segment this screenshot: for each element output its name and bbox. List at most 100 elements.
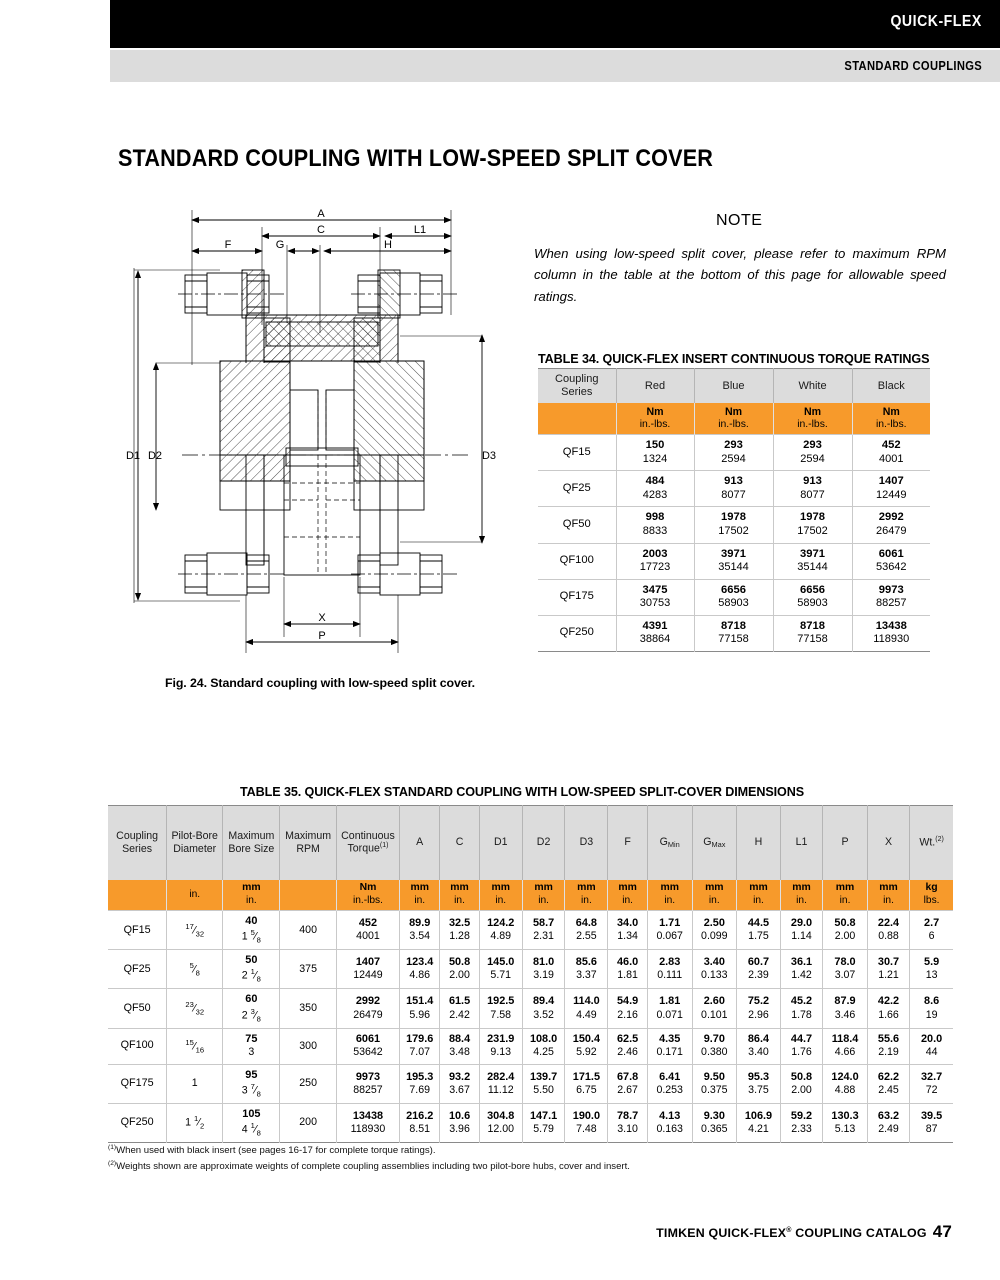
cell-d2: 58.7 2.31	[521, 909, 565, 950]
cell-c: 61.5 2.42	[439, 988, 480, 1029]
cell-g-max: 2.50 0.099	[691, 909, 737, 950]
th-c: C	[439, 805, 480, 880]
th-maximum-rpm: Maximum RPM	[279, 805, 337, 880]
unit-torque: Nm in.-lbs.	[335, 879, 400, 911]
cell-bore-size: 50 2 1⁄8	[222, 949, 280, 989]
cell-d1: 192.5 7.58	[478, 988, 523, 1029]
th-d3: D3	[564, 805, 608, 880]
cell-series: QF15	[538, 434, 616, 471]
svg-text:P: P	[318, 630, 325, 642]
cell-g-max: 3.40 0.133	[691, 949, 737, 989]
th-p: P	[822, 805, 868, 880]
cell-blue: 3971 35144	[693, 542, 773, 580]
page-footer: TIMKEN QUICK-FLEX® COUPLING CATALOG 47	[656, 1222, 952, 1242]
unit-pilot-bore: in.	[166, 879, 223, 911]
cell-white: 913 8077	[772, 470, 852, 507]
cell-a: 123.4 4.86	[399, 949, 440, 989]
unit-rpm-blank	[279, 879, 337, 911]
note-body: When using low-speed split cover, please…	[534, 246, 946, 304]
cell-pilot-bore: 1 1⁄2	[166, 1102, 223, 1143]
cell-black: 1407 12449	[851, 470, 930, 507]
cell-d1: 145.0 5.71	[478, 949, 523, 989]
cell-h: 86.4 3.40	[736, 1027, 781, 1065]
cell-d3: 64.8 2.55	[564, 909, 608, 950]
table34-insert-torque-ratings: Coupling Series Red Blue White Black Nm i…	[538, 368, 930, 652]
cell-d1: 231.9 9.13	[478, 1027, 523, 1065]
cell-x: 63.2 2.49	[866, 1102, 910, 1143]
unit-blue: Nm in.-lbs.	[693, 402, 773, 435]
table34-header-row: Coupling Series Red Blue White Black	[538, 368, 930, 403]
cell-h: 60.7 2.39	[736, 949, 781, 989]
cell-white: 3971 35144	[772, 542, 852, 580]
unit-bore-size: mm in.	[222, 879, 280, 911]
cell-rpm: 400	[279, 909, 337, 950]
table-row: QF250 1 1⁄2 105 4 1⁄8 200 13438 118930 216…	[108, 1102, 953, 1143]
cell-a: 89.9 3.54	[399, 909, 440, 950]
cell-white: 6656 58903	[772, 578, 852, 616]
cell-x: 62.2 2.45	[866, 1063, 910, 1104]
cell-bore-size: 95 3 7⁄8	[222, 1063, 280, 1104]
cell-black: 2992 26479	[851, 506, 930, 543]
footer-catalog-name: TIMKEN QUICK-FLEX	[656, 1226, 787, 1240]
cell-rpm: 375	[279, 949, 337, 989]
th-d1: D1	[478, 805, 523, 880]
cell-h: 106.9 4.21	[736, 1102, 781, 1143]
th-f: F	[607, 805, 648, 880]
svg-text:D3: D3	[482, 450, 496, 462]
th-maximum-bore-size: Maximum Bore Size	[222, 805, 280, 880]
cell-p: 78.0 3.07	[822, 949, 868, 989]
th-coupling-series: Coupling Series	[108, 805, 167, 880]
th-l1: L1	[779, 805, 823, 880]
cell-torque: 9973 88257	[335, 1063, 400, 1104]
table-row: QF25 5⁄8 50 2 1⁄8 375 1407 12449 123.4 4.86…	[108, 949, 953, 989]
th-g-max: GMax	[691, 805, 737, 880]
cell-torque: 452 4001	[335, 909, 400, 950]
unit-p: mm in.	[822, 879, 868, 911]
table-row: QF15 150 1324 293 2594 293 2594 452 4001	[538, 434, 930, 471]
cell-weight: 5.9 13	[909, 949, 953, 989]
th-d2: D2	[521, 805, 565, 880]
cell-d2: 89.4 3.52	[521, 988, 565, 1029]
cell-d1: 304.8 12.00	[478, 1102, 523, 1143]
cell-c: 88.4 3.48	[439, 1027, 480, 1065]
top-banner-gray: STANDARD COUPLINGS	[110, 50, 1000, 82]
cell-series: QF250	[108, 1102, 167, 1143]
cell-pilot-bore: 23⁄32	[166, 988, 223, 1029]
cell-weight: 2.7 6	[909, 909, 953, 950]
cell-p: 130.3 5.13	[822, 1102, 868, 1143]
cell-series: QF175	[108, 1063, 167, 1104]
cell-l1: 44.7 1.76	[779, 1027, 823, 1065]
cell-d3: 150.4 5.92	[564, 1027, 608, 1065]
cell-c: 50.8 2.00	[439, 949, 480, 989]
cell-d2: 147.1 5.79	[521, 1102, 565, 1143]
cell-d3: 85.6 3.37	[564, 949, 608, 989]
cell-weight: 8.6 19	[909, 988, 953, 1029]
table35-header-row: Coupling Series Pilot-Bore Diameter Maximu…	[108, 805, 953, 880]
th-black: Black	[851, 368, 930, 403]
cell-weight: 32.7 72	[909, 1063, 953, 1104]
cell-h: 95.3 3.75	[736, 1063, 781, 1104]
cell-l1: 50.8 2.00	[779, 1063, 823, 1104]
cell-series: QF25	[538, 470, 616, 507]
cell-torque: 6061 53642	[335, 1027, 400, 1065]
cell-blue: 293 2594	[693, 434, 773, 471]
cell-x: 22.4 0.88	[866, 909, 910, 950]
cell-g-min: 4.13 0.163	[646, 1102, 692, 1143]
cell-red: 150 1324	[615, 434, 694, 471]
unit-black: Nm in.-lbs.	[851, 402, 930, 435]
cell-white: 8718 77158	[772, 614, 852, 652]
cell-c: 93.2 3.67	[439, 1063, 480, 1104]
svg-text:D1: D1	[126, 450, 140, 462]
cell-a: 216.2 8.51	[399, 1102, 440, 1143]
unit-d3: mm in.	[564, 879, 608, 911]
cell-d3: 190.0 7.48	[564, 1102, 608, 1143]
cell-pilot-bore: 15⁄16	[166, 1027, 223, 1065]
cell-c: 10.6 3.96	[439, 1102, 480, 1143]
cell-f: 54.9 2.16	[607, 988, 648, 1029]
cell-g-min: 1.71 0.067	[646, 909, 692, 950]
cell-p: 87.9 3.46	[822, 988, 868, 1029]
table34-unit-row: Nm in.-lbs. Nm in.-lbs. Nm in.-lbs. Nm in.-l…	[538, 402, 930, 435]
cell-l1: 29.0 1.14	[779, 909, 823, 950]
cell-rpm: 300	[279, 1027, 337, 1065]
cell-p: 118.4 4.66	[822, 1027, 868, 1065]
